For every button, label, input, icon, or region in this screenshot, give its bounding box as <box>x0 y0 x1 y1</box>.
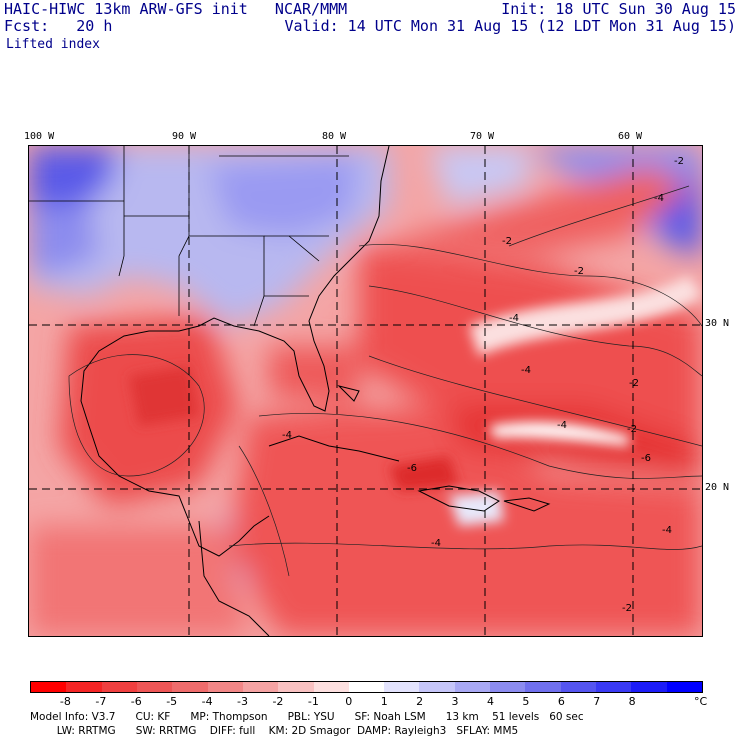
contour-label: -6 <box>641 453 651 464</box>
contour-label: -4 <box>654 193 664 204</box>
lon-label-60w: 60 W <box>618 131 643 142</box>
colorbar-cell <box>384 682 420 692</box>
fine-shading <box>129 276 702 526</box>
model-info-line1: Model Info: V3.7 CU: KF MP: Thompson PBL… <box>30 711 584 723</box>
colorbar-cell <box>666 682 702 692</box>
lon-label-70w: 70 W <box>470 131 495 142</box>
colorbar-tick-label: 6 <box>557 695 565 708</box>
contour-label: -4 <box>282 430 292 441</box>
contour-label: -4 <box>557 420 567 431</box>
colorbar-tick-label: -6 <box>130 695 142 708</box>
forecast-hour: Fcst: 20 h <box>4 17 113 35</box>
lat-label-20n: 20 N <box>705 482 730 493</box>
colorbar-cell <box>136 682 173 692</box>
colorbar-cell <box>66 682 102 692</box>
contour-label: -2 <box>502 236 512 247</box>
colorbar-cell <box>278 682 314 692</box>
colorbar-cell <box>101 682 137 692</box>
lon-label-80w: 80 W <box>322 131 347 142</box>
lifted-index-map: -2 -2 -4 -2 -4 -4 -6 -4 -2 -4 -6 -4 -2 -… <box>28 145 703 637</box>
colorbar-cell <box>172 682 208 692</box>
colorbar-tick-label: -4 <box>201 695 213 708</box>
contour-label: -2 <box>629 378 639 389</box>
colorbar-cell <box>31 682 67 692</box>
colorbar-tick-label: -8 <box>59 695 71 708</box>
colorbar-tick-label: -2 <box>272 695 284 708</box>
contour-label: -4 <box>662 525 672 536</box>
model-info-line2: LW: RRTMG SW: RRTMG DIFF: full KM: 2D Sm… <box>30 725 519 737</box>
colorbar-cell <box>348 682 385 692</box>
contour-label: -2 <box>622 603 632 614</box>
colorbar-tick-label: -3 <box>237 695 248 708</box>
colorbar-tick-label: 2 <box>416 695 424 708</box>
contour-label: -6 <box>407 463 417 474</box>
colorbar-cell <box>242 682 279 692</box>
init-time: Init: 18 UTC Sun 30 Aug 15 <box>501 0 736 18</box>
contour-label: -2 <box>627 424 637 435</box>
contour-label: -4 <box>431 538 441 549</box>
contour-label: -2 <box>574 266 584 277</box>
colorbar-tick-label: 7 <box>593 695 601 708</box>
colorbar <box>30 681 703 693</box>
contours <box>68 185 702 577</box>
colorbar-cell <box>313 682 349 692</box>
map-canvas: -2 -2 -4 -2 -4 -4 -6 -4 -2 -4 -6 -4 -2 -… <box>29 146 702 636</box>
colorbar-tick-label: 5 <box>522 695 530 708</box>
lon-label-90w: 90 W <box>172 131 197 142</box>
colorbar-tick-label: 8 <box>628 695 636 708</box>
colorbar-tick-label: -1 <box>307 695 319 708</box>
contour-labels: -2 -2 -4 -2 -4 -4 -6 -4 -2 -4 -6 -4 -2 -… <box>282 156 684 614</box>
colorbar-cell <box>454 682 491 692</box>
title-line1: HAIC-HIWC 13km ARW-GFS init NCAR/MMM <box>4 0 348 18</box>
contour-label: -2 <box>674 156 684 167</box>
state-borders <box>29 146 349 327</box>
contour-label: -4 <box>509 313 519 324</box>
colorbar-cell <box>560 682 596 692</box>
coastlines <box>80 146 551 636</box>
colorbar-cell <box>596 682 632 692</box>
colorbar-tick-label: -7 <box>95 695 107 708</box>
colorbar-tick-label: 0 <box>345 695 353 708</box>
valid-time: Valid: 14 UTC Mon 31 Aug 15 (12 LDT Mon … <box>284 17 736 35</box>
lon-label-100w: 100 W <box>24 131 55 142</box>
lat-label-30n: 30 N <box>705 318 730 329</box>
colorbar-cell <box>490 682 526 692</box>
colorbar-tick-label: 3 <box>451 695 459 708</box>
colorbar-cell <box>631 682 667 692</box>
colorbar-tick-label: -5 <box>166 695 178 708</box>
colorbar-unit: °C <box>694 695 708 708</box>
colorbar-tick-label: 4 <box>486 695 494 708</box>
colorbar-cell <box>207 682 243 692</box>
field-name: Lifted index <box>6 37 100 52</box>
colorbar-tick-label: 1 <box>380 695 388 708</box>
colorbar-cell <box>525 682 561 692</box>
contour-label: -4 <box>521 365 531 376</box>
colorbar-cell <box>419 682 455 692</box>
graticule <box>29 146 702 636</box>
